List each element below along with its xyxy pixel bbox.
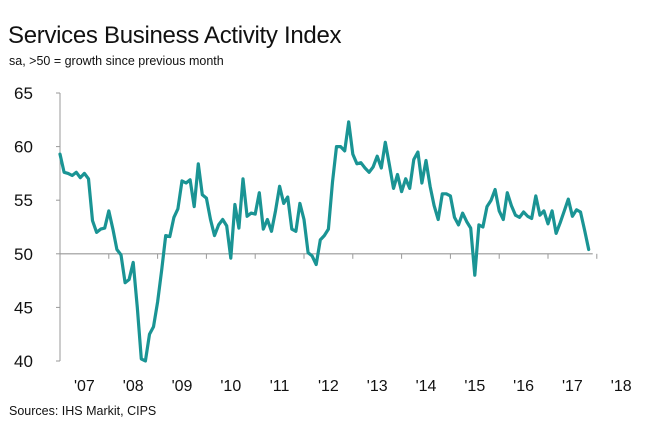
chart-title: Services Business Activity Index — [8, 22, 342, 49]
y-tick-label: 65 — [14, 84, 33, 103]
x-tick-label: '10 — [220, 378, 241, 395]
chart-subtitle: sa, >50 = growth since previous month — [9, 54, 224, 68]
x-tick-label: '15 — [464, 378, 485, 395]
y-tick-label: 55 — [14, 191, 33, 210]
x-tick-label: '08 — [123, 378, 144, 395]
x-tick-label: '07 — [74, 378, 95, 395]
chart-source: Sources: IHS Markit, CIPS — [9, 404, 157, 418]
y-tick-label: 45 — [14, 298, 33, 317]
x-tick-label: '17 — [562, 378, 583, 395]
y-tick-label: 60 — [14, 138, 33, 157]
x-tick-label: '16 — [513, 378, 534, 395]
series-line — [58, 120, 591, 363]
x-tick-label: '13 — [367, 378, 388, 395]
y-tick-label: 40 — [14, 352, 33, 371]
x-tick-label: '12 — [318, 378, 339, 395]
x-tick-label: '11 — [270, 378, 290, 395]
x-tick-label: '18 — [611, 378, 632, 395]
x-tick-label: '09 — [172, 378, 193, 395]
y-tick-label: 50 — [14, 245, 33, 264]
x-tick-label: '14 — [416, 378, 437, 395]
